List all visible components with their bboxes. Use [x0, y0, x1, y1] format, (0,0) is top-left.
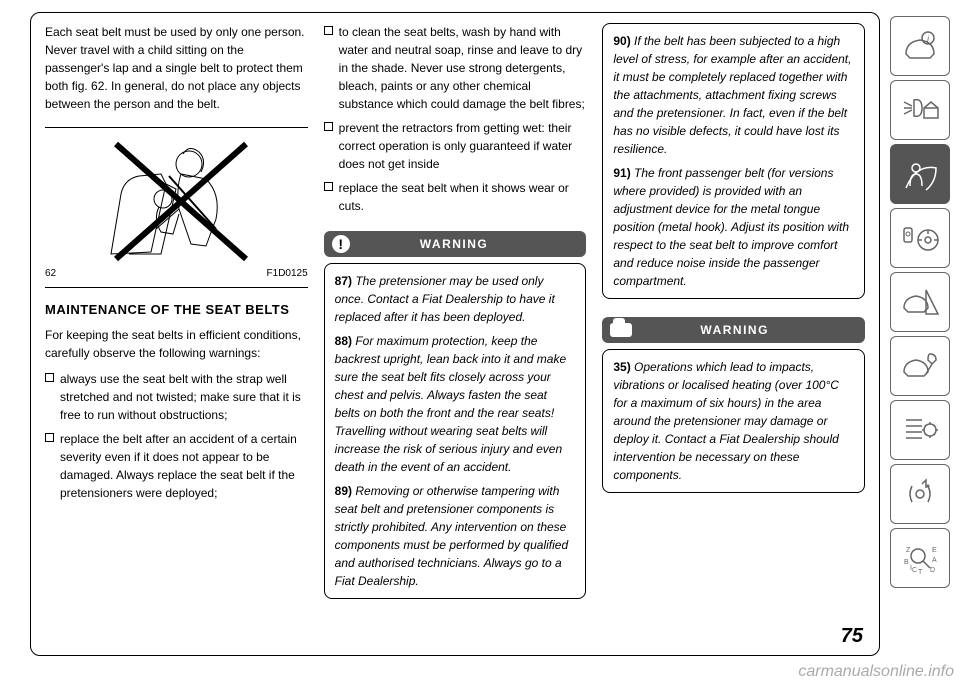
- bullet-text: always use the seat belt with the strap …: [60, 370, 308, 424]
- tab-maintenance-icon[interactable]: [890, 336, 950, 396]
- watermark: carmanualsonline.info: [798, 660, 954, 684]
- bullet-text: replace the belt after an accident of a …: [60, 430, 308, 502]
- figure-code: F1D0125: [267, 266, 308, 281]
- bullet-icon: [324, 122, 333, 131]
- svg-text:T: T: [918, 569, 923, 576]
- tab-index-icon[interactable]: Z EADTCBI: [890, 528, 950, 588]
- warning-88: 88) For maximum protection, keep the bac…: [335, 332, 576, 476]
- svg-text:D: D: [930, 567, 935, 574]
- seatbelt-figure-svg: [91, 134, 261, 264]
- tab-starting-icon[interactable]: [890, 208, 950, 268]
- column-3: 90) If the belt has been subjected to a …: [602, 23, 865, 629]
- bullet-item: to clean the seat belts, wash by hand wi…: [324, 23, 587, 113]
- paragraph: For keeping the seat belts in efficient …: [45, 326, 308, 362]
- warning-35: 35) Operations which lead to impacts, vi…: [613, 358, 854, 484]
- car-icon: [610, 323, 632, 337]
- figure-caption: 62 F1D0125: [45, 266, 308, 281]
- warning-87: 87) The pretensioner may be used only on…: [335, 272, 576, 326]
- svg-text:Z: Z: [906, 547, 911, 554]
- section-tabs: i Z EADTCBI: [890, 16, 950, 588]
- figure-image: [45, 134, 308, 264]
- bullet-icon: [324, 26, 333, 35]
- bullet-text: to clean the seat belts, wash by hand wi…: [339, 23, 587, 113]
- bullet-item: replace the belt after an accident of a …: [45, 430, 308, 502]
- warning-box: 35) Operations which lead to impacts, vi…: [602, 349, 865, 493]
- warning-icon: !: [332, 235, 350, 253]
- svg-text:B: B: [904, 559, 909, 566]
- bullet-text: replace the seat belt when it shows wear…: [339, 179, 587, 215]
- page-number: 75: [841, 621, 863, 651]
- bullet-item: prevent the retractors from getting wet:…: [324, 119, 587, 173]
- section-heading: MAINTENANCE OF THE SEAT BELTS: [45, 302, 308, 318]
- warning-box: 90) If the belt has been subjected to a …: [602, 23, 865, 299]
- tab-info-icon[interactable]: i: [890, 16, 950, 76]
- tab-multimedia-icon[interactable]: [890, 464, 950, 524]
- warning-header: WARNING: [602, 317, 865, 343]
- column-1: Each seat belt must be used by only one …: [45, 23, 308, 629]
- warning-header: ! WARNING: [324, 231, 587, 257]
- warning-label: WARNING: [350, 235, 559, 253]
- warning-91: 91) The front passenger belt (for versio…: [613, 164, 854, 290]
- warning-box: 87) The pretensioner may be used only on…: [324, 263, 587, 599]
- figure-62: 62 F1D0125: [45, 127, 308, 288]
- bullet-icon: [45, 433, 54, 442]
- svg-text:A: A: [932, 557, 937, 564]
- bullet-item: always use the seat belt with the strap …: [45, 370, 308, 424]
- svg-text:I: I: [910, 565, 912, 572]
- warning-89: 89) Removing or otherwise tampering with…: [335, 482, 576, 590]
- column-2: to clean the seat belts, wash by hand wi…: [324, 23, 587, 629]
- bullet-item: replace the seat belt when it shows wear…: [324, 179, 587, 215]
- svg-text:E: E: [932, 547, 937, 554]
- bullet-icon: [45, 373, 54, 382]
- tab-techdata-icon[interactable]: [890, 400, 950, 460]
- bullet-text: prevent the retractors from getting wet:…: [339, 119, 587, 173]
- warning-label: WARNING: [632, 321, 837, 339]
- paragraph: Each seat belt must be used by only one …: [45, 23, 308, 113]
- bullet-icon: [324, 182, 333, 191]
- tab-lights-icon[interactable]: [890, 80, 950, 140]
- tab-safety-icon[interactable]: [890, 144, 950, 204]
- manual-page: Each seat belt must be used by only one …: [30, 12, 880, 656]
- svg-text:C: C: [912, 567, 917, 574]
- svg-text:i: i: [927, 34, 930, 44]
- figure-number: 62: [45, 266, 56, 281]
- warning-90: 90) If the belt has been subjected to a …: [613, 32, 854, 158]
- tab-emergency-icon[interactable]: [890, 272, 950, 332]
